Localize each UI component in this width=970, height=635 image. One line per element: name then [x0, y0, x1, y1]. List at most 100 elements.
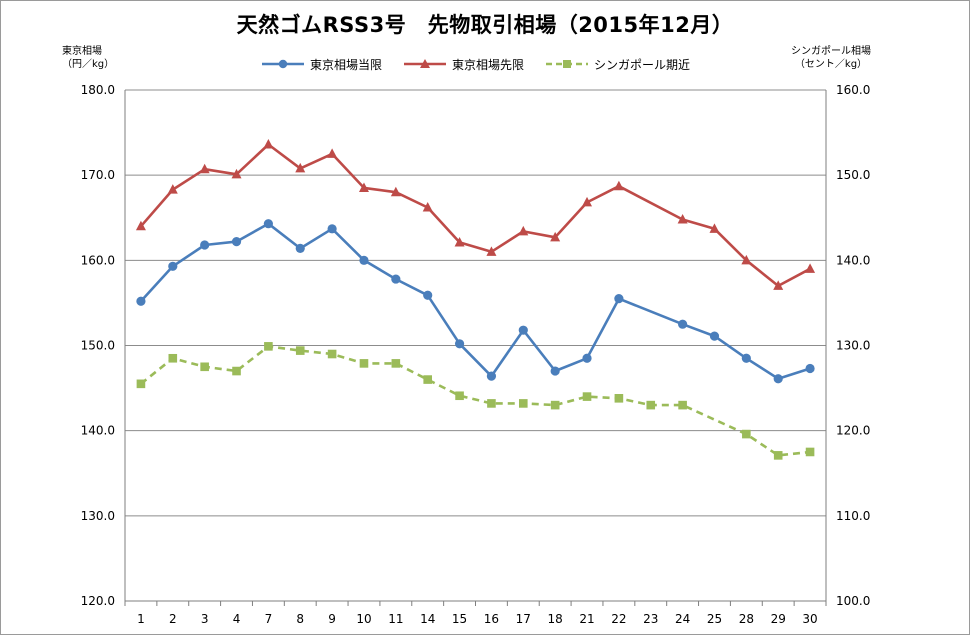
data-point — [582, 353, 592, 363]
data-point — [264, 342, 273, 351]
tick-labels: 180.0 160.0 170.0 150.0 160.0 140.0 150.0 130.0… — [81, 83, 871, 626]
data-point — [518, 325, 528, 335]
legend-item-tokyo-current: 東京相場当限 — [262, 56, 382, 73]
y-tick-label-right: 110.0 — [836, 509, 870, 523]
data-point — [550, 400, 560, 410]
data-point — [423, 290, 433, 300]
x-tick-label: 15 — [452, 612, 467, 626]
x-tick-label: 17 — [516, 612, 531, 626]
x-tick-label: 21 — [579, 612, 594, 626]
legend: 東京相場当限 東京相場先限 シンガポール期近 — [262, 56, 690, 72]
x-tick-label: 25 — [707, 612, 722, 626]
data-point — [359, 255, 369, 265]
data-point — [614, 394, 624, 403]
data-point — [422, 202, 433, 212]
data-point — [200, 240, 210, 250]
x-tick-label: 2 — [169, 612, 177, 626]
data-point — [295, 243, 305, 254]
right-axis-title-line-1: シンガポール相場 — [791, 46, 871, 57]
x-tick-label: 14 — [420, 612, 435, 626]
data-point — [582, 196, 593, 207]
left-axis-title: 東京相場 （円／kg） — [62, 45, 142, 71]
legend-label: 東京相場先限 — [452, 57, 525, 72]
legend-label: 東京相場当限 — [310, 57, 383, 72]
data-point — [263, 139, 274, 149]
data-point — [454, 339, 465, 349]
series-0 — [136, 219, 815, 384]
y-tick-label-left: 160.0 — [81, 253, 115, 267]
x-tick-label: 16 — [484, 612, 499, 626]
data-point — [773, 451, 783, 460]
y-tick-label-left: 140.0 — [81, 424, 115, 438]
x-tick-label: 24 — [675, 612, 690, 626]
series-2 — [136, 342, 815, 460]
data-point — [773, 280, 784, 290]
data-point — [327, 148, 338, 158]
y-tick-label-left: 170.0 — [81, 168, 115, 182]
data-point — [168, 353, 178, 363]
x-tick-label: 29 — [771, 612, 786, 626]
x-tick-label: 1 — [137, 612, 145, 626]
y-tick-label-left: 180.0 — [81, 83, 115, 97]
data-point — [613, 180, 624, 191]
data-point — [295, 346, 305, 355]
data-point — [390, 186, 401, 197]
legend-swatch-circle-icon — [262, 59, 304, 69]
series-line — [140, 345, 811, 457]
data-point — [709, 331, 720, 341]
x-tick-label: 11 — [388, 612, 403, 626]
data-point — [358, 182, 369, 192]
chart-title: 天然ゴムRSS3号 先物取引相場（2015年12月） — [236, 13, 734, 37]
y-tick-label-right: 140.0 — [836, 253, 870, 267]
left-axis-title-line-1: 東京相場 — [62, 46, 102, 57]
data-point — [518, 399, 528, 408]
data-point — [200, 362, 209, 372]
legend-item-tokyo-forward: 東京相場先限 — [404, 56, 524, 73]
data-point — [199, 163, 210, 174]
data-point — [518, 225, 529, 236]
data-point — [678, 319, 688, 329]
x-tick-label: 7 — [265, 612, 273, 626]
data-point — [391, 274, 401, 284]
data-point — [614, 294, 624, 304]
data-point — [135, 220, 146, 231]
data-point — [455, 391, 464, 401]
data-point — [805, 363, 815, 374]
data-point — [741, 353, 751, 363]
data-point — [741, 254, 752, 265]
x-tick-label: 22 — [611, 612, 626, 626]
x-tick-label: 9 — [328, 612, 336, 626]
axes — [124, 90, 827, 606]
data-point — [486, 246, 497, 256]
y-tick-label-left: 130.0 — [81, 509, 115, 523]
data-point — [678, 400, 687, 410]
x-tick-label: 10 — [356, 612, 371, 626]
data-point — [709, 223, 720, 233]
data-point — [231, 236, 242, 247]
x-tick-label: 4 — [233, 612, 241, 626]
y-tick-label-left: 150.0 — [81, 339, 115, 353]
data-point — [327, 349, 337, 359]
data-point — [231, 168, 242, 179]
y-tick-label-right: 130.0 — [836, 339, 870, 353]
x-tick-label: 3 — [201, 612, 209, 626]
data-point — [805, 447, 815, 457]
right-axis-title: シンガポール相場 （セント／kg） — [772, 45, 890, 71]
data-point — [263, 219, 273, 229]
data-point — [391, 359, 401, 368]
legend-item-singapore-nearby: シンガポール期近 — [546, 56, 690, 73]
data-point — [582, 392, 592, 401]
data-point — [454, 236, 465, 247]
data-point — [487, 399, 496, 408]
data-point — [327, 224, 337, 234]
data-point — [232, 366, 241, 376]
x-tick-label: 28 — [739, 612, 754, 626]
data-point — [295, 162, 306, 173]
right-axis-title-line-2: （セント／kg） — [794, 59, 868, 70]
series-1 — [135, 139, 816, 290]
data-point — [773, 374, 783, 384]
legend-swatch-square-icon — [546, 60, 589, 68]
data-point — [550, 231, 561, 242]
x-tick-label: 8 — [296, 612, 304, 626]
